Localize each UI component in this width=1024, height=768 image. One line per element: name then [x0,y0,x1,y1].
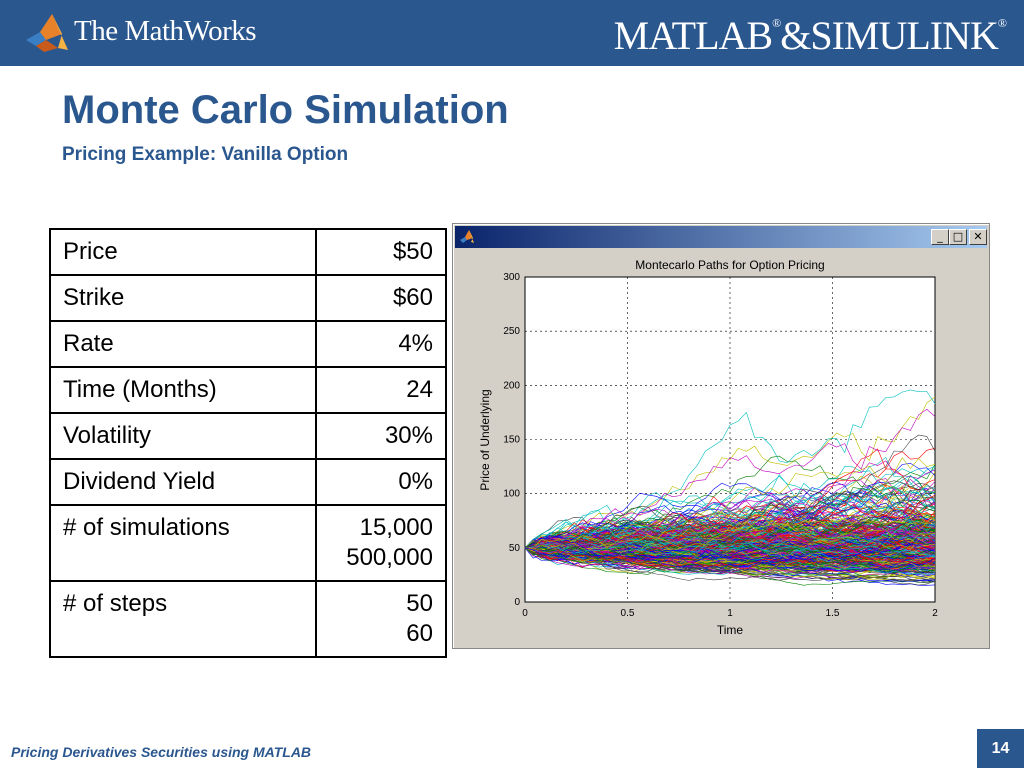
simulation-path [524,516,936,550]
simulation-path [524,540,936,569]
simulation-path [524,547,936,572]
x-tick-label: 1.5 [826,608,840,619]
simulation-path [524,525,936,556]
mathworks-wordmark: The MathWorks [74,15,257,47]
simulation-path [524,486,936,550]
minimize-button[interactable]: _ [931,229,949,245]
simulation-path [524,515,936,557]
simulation-path [524,542,936,574]
param-label: Price [49,228,317,276]
table-row: Dividend Yield 0% [49,458,447,506]
y-tick-label: 250 [503,326,520,337]
simulation-path [524,396,936,549]
simulation-path [524,498,936,549]
table-row: Time (Months) 24 [49,366,447,414]
simulation-path [524,540,936,559]
param-label: Dividend Yield [49,458,317,506]
simulation-path [524,538,936,569]
simulation-path [524,537,936,564]
ampersand: & [780,13,811,58]
simulation-path [524,538,936,563]
registered-mark-1: ® [772,16,781,30]
param-label: Rate [49,320,317,368]
table-row: Rate 4% [49,320,447,368]
simulation-path [524,475,936,549]
registered-mark-2: ® [997,16,1007,30]
y-tick-label: 150 [503,435,520,446]
table-row: Strike $60 [49,274,447,322]
param-label: Time (Months) [49,366,317,414]
simulation-path [524,494,936,549]
y-tick-label: 200 [503,380,520,391]
param-label: # of steps [49,580,317,658]
x-tick-label: 0.5 [621,608,635,619]
param-label: Volatility [49,412,317,460]
chart-title: Montecarlo Paths for Option Pricing [635,258,824,272]
simulation-path [524,480,936,554]
header-banner: The MathWorks MATLAB®&SIMULINK® [0,0,1024,66]
window-titlebar[interactable]: _ □ ✕ [455,226,987,248]
simulation-path [524,487,936,549]
x-tick-label: 2 [932,608,938,619]
table-row: # of simulations 15,000 500,000 [49,504,447,582]
page-number: 14 [977,729,1024,768]
simulation-path [524,491,936,551]
simulation-path [524,547,935,568]
simulation-path [524,513,936,549]
mathworks-logo-icon [26,14,68,52]
table-row: # of steps 50 60 [49,580,447,658]
x-tick-label: 1 [727,608,733,619]
param-value: $60 [315,274,447,322]
maximize-button[interactable]: □ [949,229,967,245]
y-tick-label: 100 [503,489,520,500]
figure-window[interactable]: _ □ ✕ 0 0.5 1 1.5 2 0 50 100 150 200 250 300 Montec… [452,223,990,649]
simulation-path [524,543,936,567]
param-value-line: 60 [406,620,433,647]
param-value: 4% [315,320,447,368]
param-value-line: 500,000 [346,544,433,571]
y-tick-label: 300 [503,272,520,283]
slide-title: Monte Carlo Simulation [62,88,509,132]
param-label: Strike [49,274,317,322]
simulation-path [524,448,936,560]
param-value: $50 [315,228,447,276]
footer-text: Pricing Derivatives Securities using MAT… [11,744,312,760]
montecarlo-chart: 0 0.5 1 1.5 2 0 50 100 150 200 250 300 Montecarlo P… [478,258,938,637]
simulation-path [524,408,936,550]
simulation-path [524,505,936,553]
slide-subtitle: Pricing Example: Vanilla Option [62,144,349,165]
chart-ticks: 0 0.5 1 1.5 2 0 50 100 150 200 250 300 [503,272,938,619]
param-value: 15,000 500,000 [315,504,447,582]
simulation-path [524,524,936,551]
matlab-icon [460,230,474,243]
param-value: 50 60 [315,580,447,658]
table-row: Volatility 30% [49,412,447,460]
param-value: 0% [315,458,447,506]
simulation-path [524,530,936,554]
simulation-path [524,547,936,571]
simulation-path [524,485,936,549]
simulink-word: SIMULINK [810,13,999,58]
param-value-line: 15,000 [359,514,433,541]
y-tick-label: 50 [509,543,521,554]
y-tick-label: 0 [514,597,520,608]
chart-paths [524,389,936,586]
parameters-table: Price $50 Strike $60 Rate 4% Time (Month… [49,228,447,658]
simulation-path [524,541,936,562]
param-value: 30% [315,412,447,460]
param-value-line: 50 [406,590,433,617]
y-axis-label: Price of Underlying [478,389,492,490]
close-button[interactable]: ✕ [969,229,987,245]
param-value: 24 [315,366,447,414]
simulation-path [524,547,936,574]
matlab-word: MATLAB [613,13,773,58]
simulation-path [524,547,936,580]
table-row: Price $50 [49,228,447,276]
matlab-simulink-wordmark: MATLAB®&SIMULINK® [613,12,1007,59]
param-label: # of simulations [49,504,317,582]
simulation-path [524,488,936,552]
x-tick-label: 0 [522,608,528,619]
x-axis-label: Time [717,623,744,637]
simulation-path [524,547,936,570]
